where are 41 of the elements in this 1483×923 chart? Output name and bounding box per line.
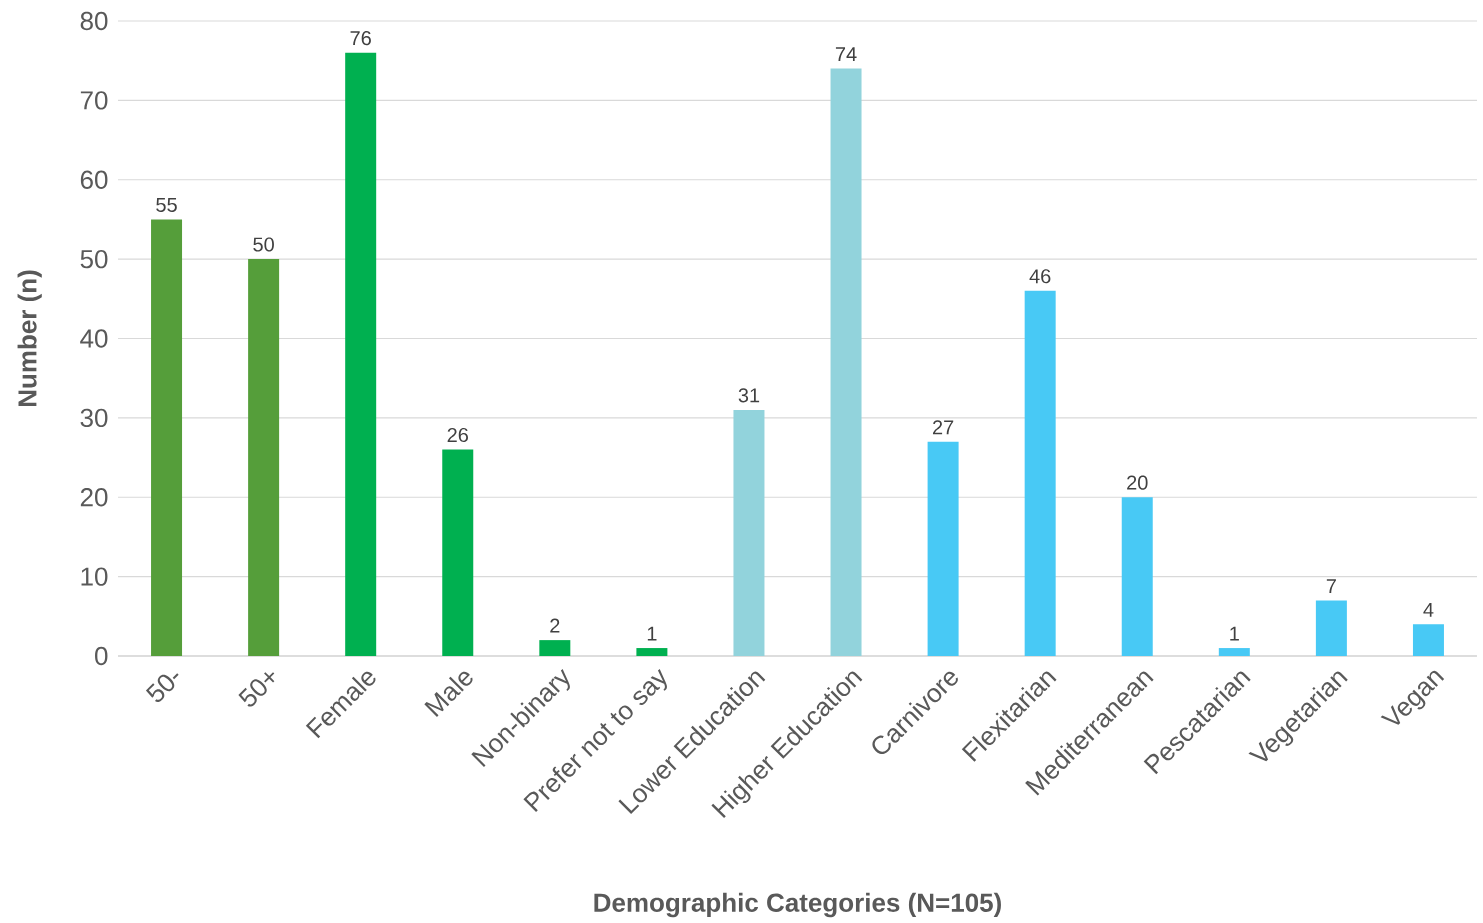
bar — [345, 52, 377, 656]
data-label: 1 — [647, 626, 657, 641]
bar — [1412, 624, 1444, 656]
y-axis-title: Number (n) — [17, 270, 42, 407]
data-label: 27 — [932, 420, 954, 435]
bar — [1315, 600, 1347, 656]
data-label: 2 — [550, 618, 560, 633]
data-label: 31 — [738, 388, 760, 403]
y-tick-label: 70 — [80, 91, 108, 110]
bar — [927, 441, 959, 656]
x-tick-label: 50+ — [238, 672, 275, 707]
bar — [1024, 290, 1056, 656]
data-label: 76 — [350, 31, 371, 46]
bar — [636, 648, 668, 656]
y-tick-label: 30 — [80, 408, 108, 428]
data-label: 7 — [1326, 579, 1336, 593]
data-label: 20 — [1127, 475, 1148, 490]
y-tick-label: 60 — [80, 170, 108, 189]
y-tick-label: 80 — [80, 11, 108, 31]
y-tick-label: 10 — [81, 567, 108, 586]
bar — [1218, 648, 1250, 656]
bar — [442, 449, 474, 656]
data-label: 74 — [835, 47, 857, 62]
bar — [830, 68, 862, 656]
data-label: 4 — [1423, 602, 1434, 617]
x-tick-label: 50- — [145, 673, 179, 703]
y-tick-label: 20 — [80, 488, 108, 507]
bar — [1121, 497, 1153, 656]
bar — [733, 409, 765, 656]
data-label: 55 — [156, 197, 177, 212]
x-axis-title: Demographic Categories (N=105) — [594, 892, 1001, 918]
bar — [539, 640, 571, 656]
y-tick-label: 50 — [80, 249, 108, 269]
data-label: 50 — [253, 237, 274, 252]
data-label: 1 — [1230, 626, 1239, 641]
y-tick-label: 40 — [80, 329, 108, 348]
y-tick-label: 0 — [95, 646, 108, 666]
data-label: 46 — [1029, 269, 1051, 284]
bar — [151, 219, 183, 656]
bar — [248, 259, 280, 656]
data-label: 26 — [447, 427, 468, 443]
